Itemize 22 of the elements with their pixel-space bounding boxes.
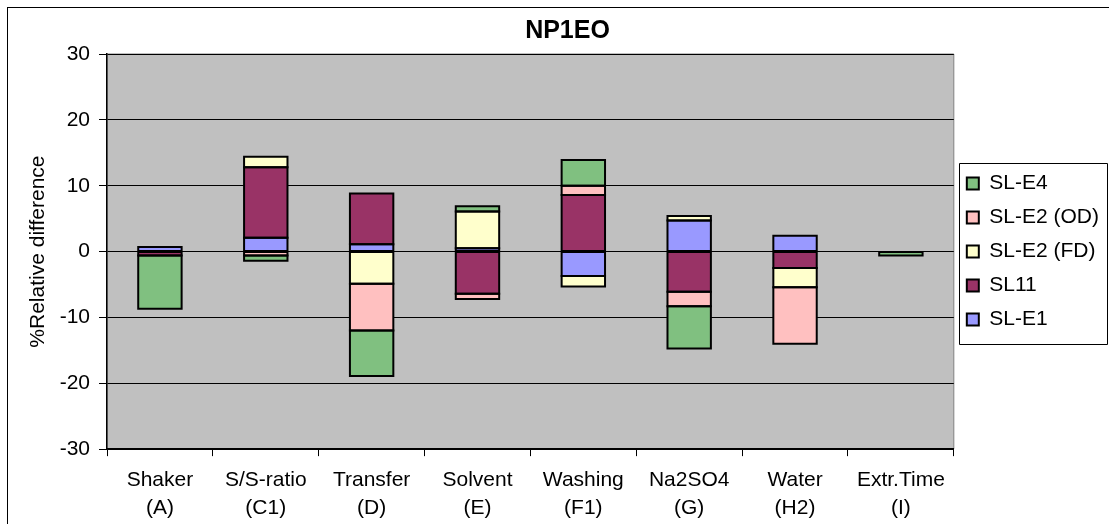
- x-tick-label: S/S-ratio (C1): [224, 466, 307, 518]
- y-tick-label: -10: [59, 304, 90, 328]
- chart-title: NP1EO: [525, 14, 610, 43]
- legend-label: SL-E1: [989, 306, 1048, 330]
- x-tick-label: Solvent (E): [442, 466, 513, 518]
- x-tick-label: Washing (F1): [542, 466, 624, 518]
- y-tick-label: 10: [66, 172, 90, 196]
- y-tick-label: -30: [59, 435, 90, 459]
- x-tick-label: Shaker (A): [126, 466, 194, 518]
- legend-label: SL11: [989, 272, 1037, 296]
- y-tick-label: 30: [66, 40, 90, 64]
- x-tick-label: Water (H2): [767, 466, 823, 518]
- legend-label: SL-E2 (OD): [989, 204, 1099, 228]
- x-tick-label: Na2SO4 (G): [648, 466, 730, 518]
- y-tick-label: 20: [66, 106, 90, 130]
- legend-label: SL-E2 (FD): [989, 238, 1096, 262]
- y-axis-title: %Relative difference: [25, 155, 49, 348]
- x-tick-label: Extr.Time (I): [856, 466, 945, 518]
- x-tick-label: Transfer (D): [332, 466, 411, 518]
- y-tick-label: 0: [78, 238, 90, 262]
- legend-label: SL-E4: [989, 170, 1048, 194]
- y-tick-label: -20: [59, 370, 90, 394]
